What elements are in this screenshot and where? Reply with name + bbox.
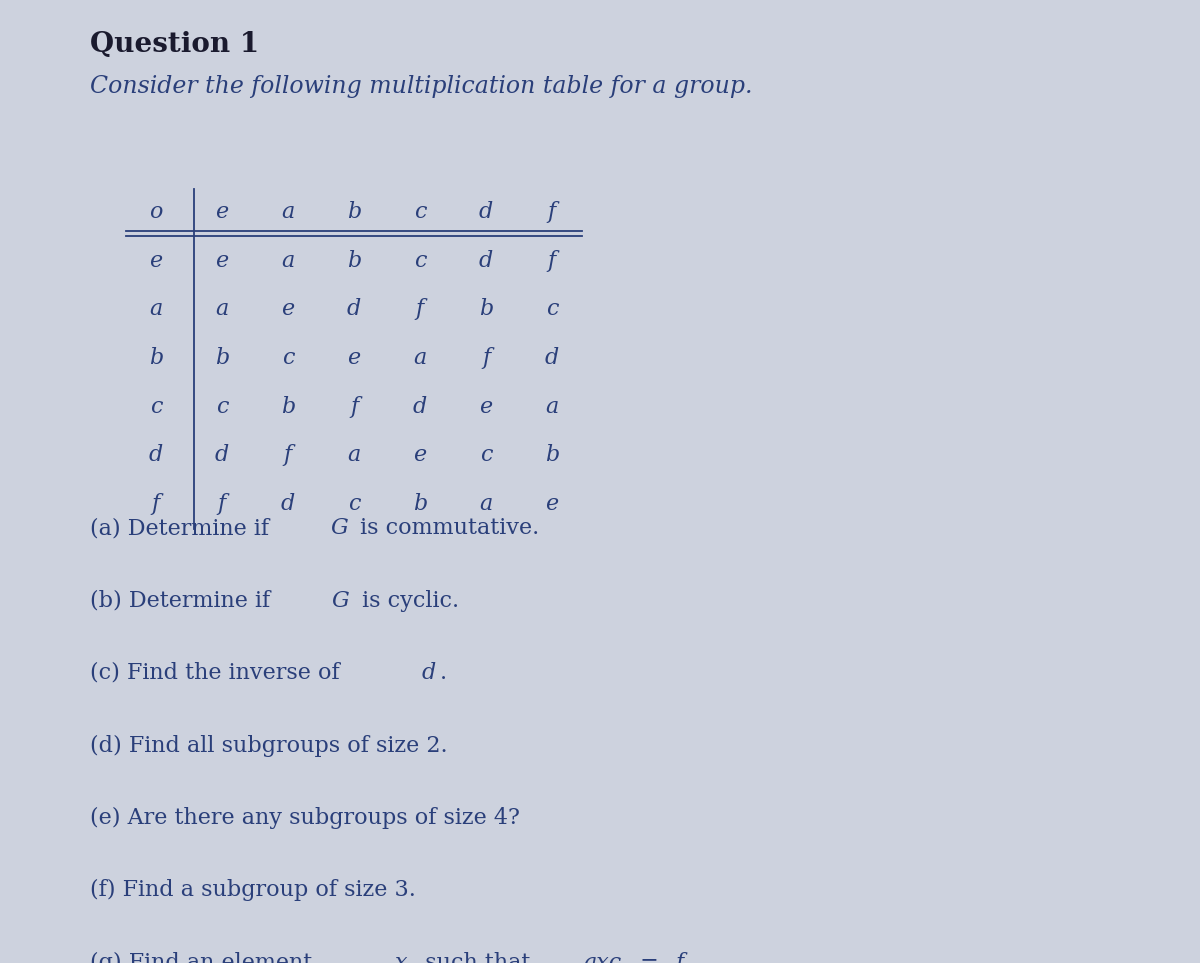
Text: f: f (284, 444, 292, 466)
Text: f: f (218, 493, 226, 515)
Text: e: e (348, 347, 360, 369)
Text: d: d (215, 444, 229, 466)
Text: (d) Find all subgroups of size 2.: (d) Find all subgroups of size 2. (90, 735, 448, 757)
Text: is commutative.: is commutative. (353, 517, 539, 539)
Text: .: . (439, 662, 446, 684)
Text: e: e (546, 493, 558, 515)
Text: f: f (416, 299, 424, 321)
Text: axc: axc (583, 951, 622, 963)
Text: b: b (347, 201, 361, 223)
Text: .: . (686, 951, 694, 963)
Text: c: c (480, 444, 492, 466)
Text: a: a (281, 249, 295, 272)
Text: d: d (149, 444, 163, 466)
Text: c: c (414, 201, 426, 223)
Text: e: e (216, 201, 228, 223)
Text: b: b (545, 444, 559, 466)
Text: (c) Find the inverse of: (c) Find the inverse of (90, 662, 347, 684)
Text: f: f (482, 347, 490, 369)
Text: e: e (414, 444, 426, 466)
Text: a: a (545, 396, 559, 418)
Text: d: d (281, 493, 295, 515)
Text: a: a (149, 299, 163, 321)
Text: f: f (548, 249, 556, 272)
Text: (f) Find a subgroup of size 3.: (f) Find a subgroup of size 3. (90, 879, 416, 901)
Text: f: f (152, 493, 160, 515)
Text: a: a (215, 299, 229, 321)
Text: (g) Find an element: (g) Find an element (90, 951, 326, 963)
Text: e: e (480, 396, 492, 418)
Text: d: d (421, 662, 436, 684)
Text: (b) Determine if: (b) Determine if (90, 589, 277, 612)
Text: b: b (215, 347, 229, 369)
Text: b: b (149, 347, 163, 369)
Text: b: b (281, 396, 295, 418)
Text: d: d (413, 396, 427, 418)
Text: d: d (347, 299, 361, 321)
Text: Consider the following multiplication table for a group.: Consider the following multiplication ta… (90, 75, 752, 98)
Text: e: e (216, 249, 228, 272)
Text: a: a (281, 201, 295, 223)
Text: a: a (347, 444, 361, 466)
Text: =: = (634, 951, 666, 963)
Text: G: G (330, 517, 348, 539)
Text: is cyclic.: is cyclic. (354, 589, 458, 612)
Text: e: e (282, 299, 294, 321)
Text: b: b (413, 493, 427, 515)
Text: x: x (395, 951, 408, 963)
Text: c: c (282, 347, 294, 369)
Text: d: d (479, 201, 493, 223)
Text: f: f (676, 951, 684, 963)
Text: f: f (350, 396, 358, 418)
Text: c: c (216, 396, 228, 418)
Text: f: f (548, 201, 556, 223)
Text: d: d (479, 249, 493, 272)
Text: c: c (348, 493, 360, 515)
Text: o: o (149, 201, 163, 223)
Text: a: a (479, 493, 493, 515)
Text: b: b (479, 299, 493, 321)
Text: a: a (413, 347, 427, 369)
Text: b: b (347, 249, 361, 272)
Text: c: c (150, 396, 162, 418)
Text: d: d (545, 347, 559, 369)
Text: (a) Determine if: (a) Determine if (90, 517, 276, 539)
Text: c: c (414, 249, 426, 272)
Text: (e) Are there any subgroups of size 4?: (e) Are there any subgroups of size 4? (90, 807, 520, 829)
Text: G: G (331, 589, 349, 612)
Text: c: c (546, 299, 558, 321)
Text: Question 1: Question 1 (90, 31, 259, 58)
Text: such that: such that (412, 951, 545, 963)
Text: e: e (150, 249, 162, 272)
